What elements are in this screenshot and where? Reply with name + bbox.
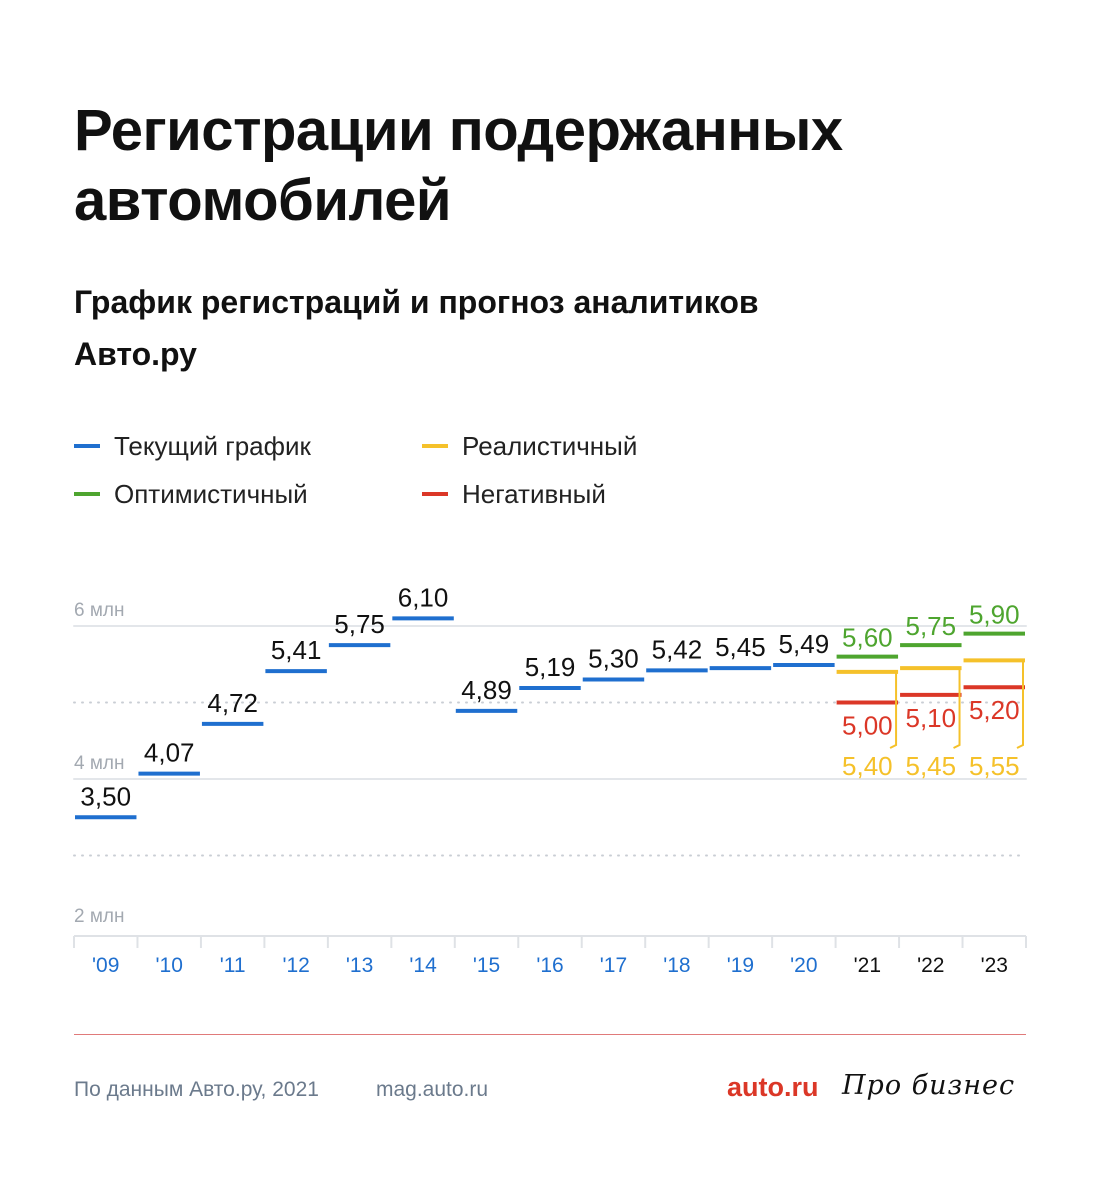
legend-label-negative: Негативный: [462, 478, 606, 509]
data-label: 5,41: [271, 635, 322, 665]
data-label: 5,42: [652, 634, 703, 664]
data-label: 3,50: [80, 781, 131, 811]
chart-subtitle: График регистраций и прогноз аналитиков …: [74, 284, 759, 372]
source-note: По данным Авто.ру, 2021: [74, 1078, 319, 1101]
legend-item-optimistic: Оптимистичный: [74, 474, 308, 514]
x-tick-label: '15: [473, 954, 500, 977]
data-label: 5,20: [969, 695, 1020, 725]
data-label: 4,89: [461, 675, 512, 705]
x-tick-label: '12: [282, 954, 309, 977]
pro-biznes-logo: Про бизнес: [842, 1070, 1016, 1101]
legend-item-realistic: Реалистичный: [422, 426, 637, 466]
y-tick-label: 2 млн: [74, 906, 125, 927]
data-label: 5,75: [334, 609, 385, 639]
data-label: 5,19: [525, 652, 576, 682]
legend-swatch-optimistic: [74, 492, 100, 496]
legend-item-current: Текущий график: [74, 426, 311, 466]
data-label: 5,40: [842, 751, 893, 781]
y-tick-label: 6 млн: [74, 600, 125, 621]
x-tick-label: '11: [220, 954, 246, 977]
data-label: 5,60: [842, 623, 893, 653]
realistic-bracket: [889, 670, 898, 749]
data-label: 5,00: [842, 711, 893, 741]
x-tick-label: '10: [156, 954, 183, 977]
legend-swatch-current: [74, 444, 100, 448]
x-tick-label: '20: [790, 954, 817, 977]
x-tick-label: '09: [92, 954, 119, 977]
data-label: 5,45: [905, 751, 956, 781]
data-label: 4,72: [207, 688, 258, 718]
x-tick-label: '13: [346, 954, 373, 977]
x-tick-label: '19: [727, 954, 754, 977]
footer-divider: [74, 1034, 1026, 1035]
data-label: 5,75: [905, 611, 956, 641]
x-tick-label: '18: [663, 954, 690, 977]
chart-title: Регистрации подержанных автомобилей: [74, 98, 843, 233]
data-label: 6,10: [398, 582, 449, 612]
x-tick-label: '16: [536, 954, 563, 977]
legend-label-realistic: Реалистичный: [462, 430, 638, 461]
x-tick-label: '14: [409, 954, 437, 977]
y-tick-label: 4 млн: [74, 753, 125, 774]
legend-label-current: Текущий график: [114, 430, 311, 461]
x-tick-label: '23: [981, 954, 1008, 977]
x-tick-label: '22: [917, 954, 944, 977]
data-label: 5,49: [779, 629, 830, 659]
step-chart: 6 млн 4 млн 2 млн '09 '10 '11 '12 '13 '14 '15 '16 '…: [73, 582, 1027, 977]
data-label: 5,90: [969, 600, 1020, 630]
x-tick-label: '21: [854, 954, 881, 977]
data-label: 4,07: [144, 738, 195, 768]
data-label: 5,55: [969, 751, 1020, 781]
data-label: 5,30: [588, 644, 639, 674]
realistic-bracket: [953, 667, 961, 749]
legend-swatch-negative: [422, 492, 448, 496]
data-label: 5,45: [715, 632, 766, 662]
legend-swatch-realistic: [422, 444, 448, 448]
data-label: 5,10: [905, 703, 956, 733]
realistic-bracket: [1016, 659, 1024, 749]
x-tick-label: '17: [600, 954, 627, 977]
legend-label-optimistic: Оптимистичный: [114, 478, 308, 509]
legend: Текущий график Реалистичный Оптимистичны…: [74, 426, 774, 526]
auto-ru-logo: auto.ru: [727, 1072, 819, 1102]
site-link[interactable]: mag.auto.ru: [376, 1078, 489, 1101]
legend-item-negative: Негативный: [422, 474, 606, 514]
